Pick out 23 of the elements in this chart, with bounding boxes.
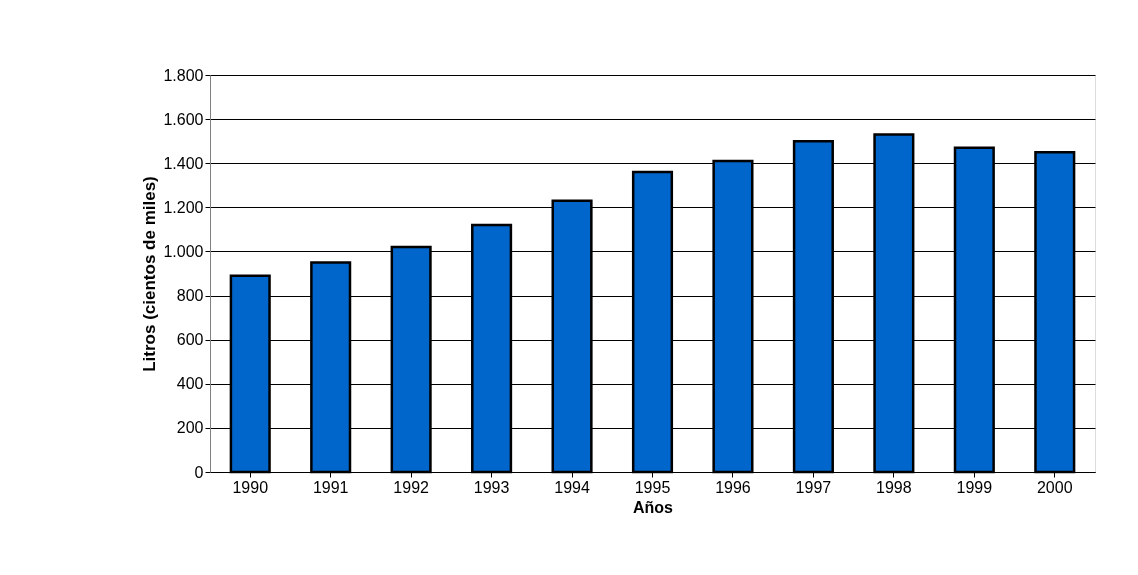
y-axis-title: Litros (cientos de miles) (140, 176, 160, 372)
x-tick-label: 2000 (1036, 478, 1073, 496)
x-tick-label: 1994 (554, 478, 590, 496)
x-tick-label: 1995 (634, 478, 671, 496)
y-tick-label: 200 (176, 419, 204, 437)
x-tick-label: 1996 (715, 478, 751, 496)
x-axis-title: Años (633, 498, 674, 516)
x-tick-label: 1991 (312, 478, 349, 496)
x-tick-label: 1997 (795, 478, 832, 496)
y-tick-label: 400 (176, 375, 204, 393)
y-tick-label: 1.200 (163, 198, 204, 216)
y-tick-label: 1.000 (163, 242, 204, 260)
x-tick-label: 1990 (232, 478, 269, 496)
y-tick-label: 600 (176, 331, 204, 349)
x-tick-label: 1993 (473, 478, 510, 496)
x-tick-label: 1998 (876, 478, 912, 496)
y-tick-label: 1.600 (163, 110, 204, 128)
y-tick-label: 0 (194, 463, 204, 481)
y-tick-label: 1.800 (163, 66, 204, 84)
y-tick-label: 800 (176, 287, 204, 305)
x-tick-label: 1992 (393, 478, 430, 496)
y-tick-label: 1.400 (163, 154, 204, 172)
x-tick-label: 1999 (956, 478, 993, 496)
